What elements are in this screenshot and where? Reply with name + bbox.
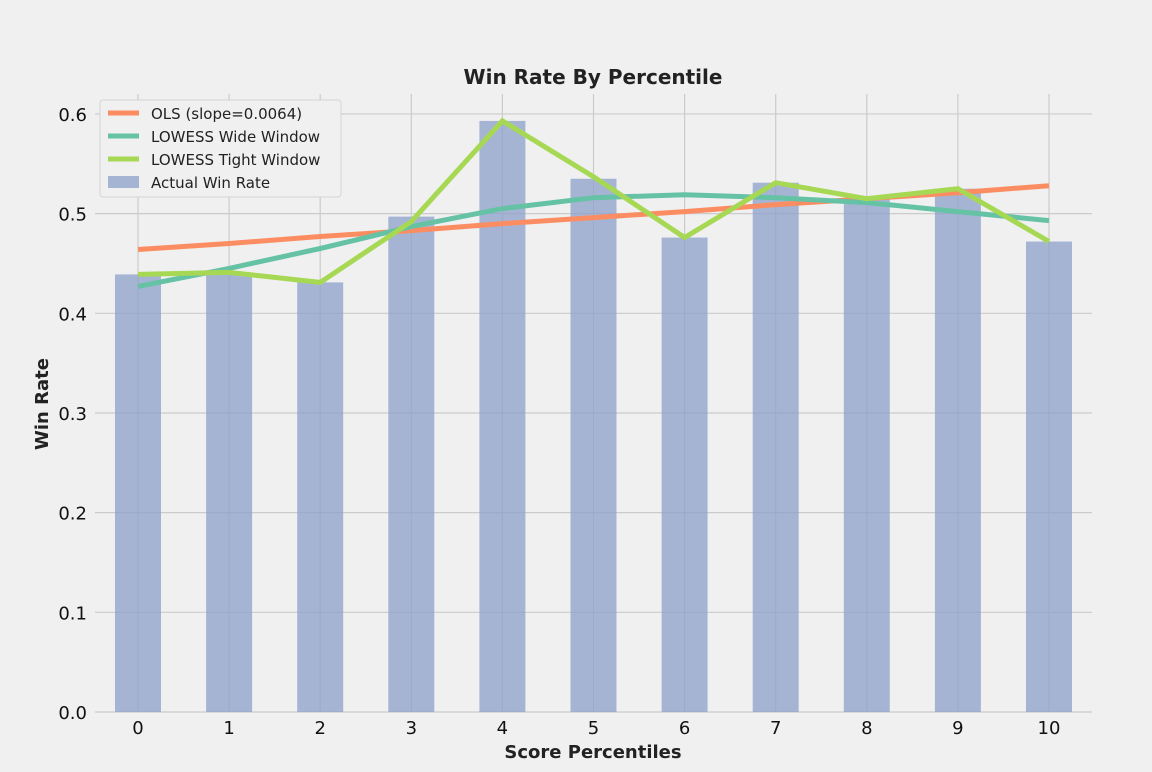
y-axis-label: Win Rate [32, 358, 53, 450]
line-series-2 [137, 117, 1051, 285]
x-tick-label: 10 [1038, 718, 1061, 739]
bar [570, 178, 617, 712]
legend: OLS (slope=0.0064) LOWESS Wide Window LO… [99, 99, 342, 198]
legend-lowess-wide-label: LOWESS Wide Window [151, 128, 320, 146]
x-tick-label: 8 [861, 718, 872, 739]
bar [752, 182, 799, 713]
line-series [137, 117, 1051, 289]
x-tick-label: 9 [952, 718, 963, 739]
bar [1026, 241, 1072, 712]
x-tick-label: 7 [770, 718, 781, 739]
y-tick-label: 0.3 [58, 404, 87, 425]
x-tick-label: 0 [132, 718, 143, 739]
y-tick-label: 0.0 [58, 703, 87, 724]
bar [934, 188, 981, 712]
y-tick-label: 0.2 [58, 504, 87, 525]
bar [206, 272, 253, 712]
x-tick-label: 6 [679, 718, 690, 739]
bar-series [115, 120, 1072, 713]
legend-lowess-tight-label: LOWESS Tight Window [151, 151, 320, 169]
bar [661, 237, 708, 713]
x-axis-label: Score Percentiles [504, 742, 681, 763]
legend-bar-label: Actual Win Rate [151, 174, 270, 192]
x-tick-label: 4 [497, 718, 508, 739]
y-tick-label: 0.4 [58, 304, 87, 325]
x-tick-label: 3 [406, 718, 417, 739]
x-tick-label: 1 [223, 718, 234, 739]
legend-ols-label: OLS (slope=0.0064) [151, 105, 302, 123]
tick-labels: 0.0 0.1 0.2 0.3 0.4 0.5 0.6 0 1 2 3 4 5 6 7 8 9 10 [58, 105, 1060, 739]
y-tick-label: 0.6 [58, 105, 87, 126]
x-tick-label: 2 [314, 718, 325, 739]
y-tick-label: 0.1 [58, 603, 87, 624]
bar [388, 216, 435, 713]
y-tick-label: 0.5 [58, 205, 87, 226]
chart-title: Win Rate By Percentile [464, 65, 723, 89]
bar [115, 274, 161, 712]
bar [297, 282, 344, 712]
legend-bar-swatch [108, 176, 139, 188]
bar [843, 198, 890, 713]
line-series-1 [137, 192, 1050, 289]
bar [479, 120, 526, 712]
x-tick-label: 5 [588, 718, 599, 739]
legend-box [99, 99, 342, 198]
